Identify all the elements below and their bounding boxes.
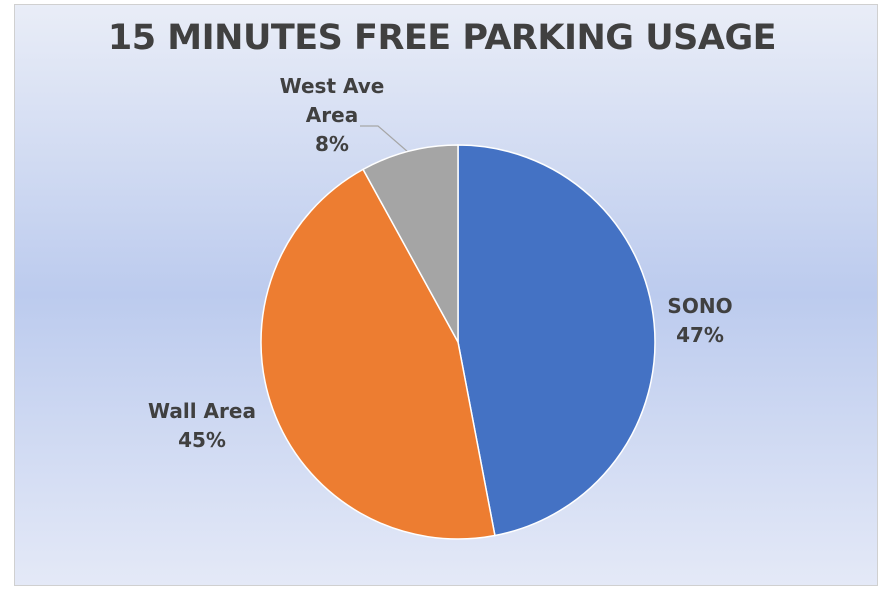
slice-label: West Ave Area 8%: [272, 72, 392, 159]
category-label: West Ave Area: [279, 74, 385, 127]
slice-label: SONO 47%: [640, 292, 760, 350]
pie-slice: [260, 168, 496, 540]
value-label: 45%: [178, 428, 226, 452]
leader-line: [360, 125, 409, 153]
slice-label: Wall Area 45%: [122, 397, 282, 455]
category-label: SONO: [667, 294, 733, 318]
value-label: 8%: [315, 132, 349, 156]
pie-slice: [457, 144, 656, 537]
chart-title: 15 MINUTES FREE PARKING USAGE: [107, 18, 777, 58]
value-label: 47%: [676, 323, 724, 347]
category-label: Wall Area: [148, 399, 256, 423]
pie-slice: [362, 144, 459, 343]
